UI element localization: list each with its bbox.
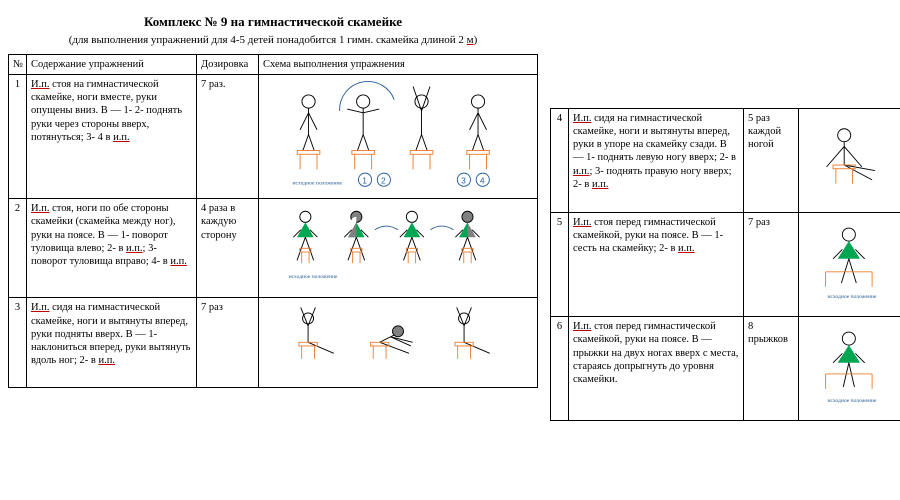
- svg-text:исходное положение: исходное положение: [289, 274, 338, 280]
- cell-num: 2: [9, 199, 27, 298]
- cell-scheme: исходное положение: [799, 213, 900, 317]
- table-row: 2 И.п. стоя, ноги по обе стороны скамейк…: [9, 199, 538, 298]
- cell-scheme: исходное положение: [259, 199, 538, 298]
- exercise-table-right: 4 И.п. сидя на гимнастической скамейке, …: [550, 108, 900, 421]
- cell-dose: 5 раз каждой ногой: [744, 109, 799, 213]
- table-row: 4 И.п. сидя на гимнастической скамейке, …: [551, 109, 900, 213]
- svg-text:3: 3: [461, 176, 466, 186]
- cell-scheme: [799, 109, 900, 213]
- cell-num: 1: [9, 75, 27, 199]
- cell-scheme: исходное положение: [799, 317, 900, 421]
- cell-dose: 4 раза в каждую сторону: [197, 199, 259, 298]
- col-header-scheme: Схема выполнения упражнения: [259, 55, 538, 75]
- page-title: Комплекс № 9 на гимнастической скамейке: [8, 14, 538, 30]
- col-header-dose: Дозировка: [197, 55, 259, 75]
- table-header-row: № Содержание упражнений Дозировка Схема …: [9, 55, 538, 75]
- scheme-row5: исходное положение: [803, 216, 900, 309]
- cell-dose: 7 раз: [197, 298, 259, 387]
- cell-desc: И.п. стоя перед гимнастической скамейкой…: [569, 317, 744, 421]
- col-header-desc: Содержание упражнений: [27, 55, 197, 75]
- cell-desc: И.п. сидя на гимнастической скамейке, но…: [569, 109, 744, 213]
- cell-dose: 7 раз.: [197, 75, 259, 199]
- svg-text:2: 2: [381, 176, 386, 186]
- page-subtitle: (для выполнения упражнений для 4-5 детей…: [8, 34, 538, 46]
- svg-text:исходное положение: исходное положение: [827, 398, 877, 404]
- col-header-num: №: [9, 55, 27, 75]
- scheme-row4: [803, 112, 900, 205]
- table-row: 1 И.п. стоя на гимнастической скамейке, …: [9, 75, 538, 199]
- cell-desc: И.п. стоя перед гимнастической скамейкой…: [569, 213, 744, 317]
- svg-text:исходное положение: исходное положение: [293, 181, 343, 187]
- cell-scheme: 1 2 3 4 исходное положение: [259, 75, 538, 199]
- scheme-row6: исходное положение: [803, 320, 900, 413]
- cell-dose: 8 прыжков: [744, 317, 799, 421]
- cell-scheme: [259, 298, 538, 387]
- cell-desc: И.п. сидя на гимнастической скамейке, но…: [27, 298, 197, 387]
- scheme-row1: 1 2 3 4 исходное положение: [263, 78, 533, 191]
- cell-num: 3: [9, 298, 27, 387]
- svg-text:исходное положение: исходное положение: [827, 294, 877, 300]
- cell-desc: И.п. стоя, ноги по обе стороны скамейки …: [27, 199, 197, 298]
- svg-text:1: 1: [362, 176, 367, 186]
- cell-num: 6: [551, 317, 569, 421]
- table-row: 6 И.п. стоя перед гимнастической скамейк…: [551, 317, 900, 421]
- cell-desc: И.п. стоя на гимнастической скамейке, но…: [27, 75, 197, 199]
- svg-text:4: 4: [480, 176, 485, 186]
- scheme-row2: исходное положение: [263, 202, 533, 290]
- table-row: 5 И.п. стоя перед гимнастической скамейк…: [551, 213, 900, 317]
- cell-num: 4: [551, 109, 569, 213]
- exercise-table-left: № Содержание упражнений Дозировка Схема …: [8, 54, 538, 388]
- scheme-row3: [263, 301, 533, 379]
- cell-dose: 7 раз: [744, 213, 799, 317]
- table-row: 3 И.п. сидя на гимнастической скамейке, …: [9, 298, 538, 387]
- cell-num: 5: [551, 213, 569, 317]
